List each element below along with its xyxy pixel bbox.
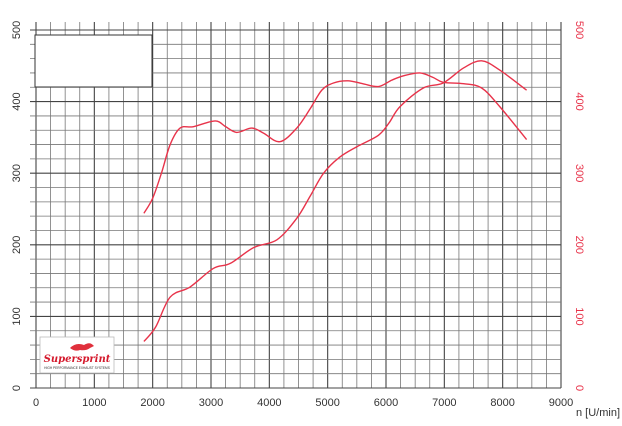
y-axis-ticks: 0 100 200 300 400 500 xyxy=(11,21,23,391)
x-axis-ticks: 0 1000 2000 3000 4000 5000 6000 7000 8000 9000 xyxy=(33,397,573,409)
y-tick-label: 500 xyxy=(11,21,23,39)
curves xyxy=(143,60,528,342)
x-tick-label: 3000 xyxy=(199,397,223,409)
x-tick-label: 5000 xyxy=(315,397,339,409)
series-line-1 xyxy=(143,72,528,214)
y2-tick-label: 400 xyxy=(573,92,585,110)
x-tick-label: 4000 xyxy=(257,397,281,409)
y2-tick-label: 0 xyxy=(573,385,585,391)
x-tick-label: 7000 xyxy=(432,397,456,409)
series-line-2 xyxy=(143,60,528,342)
svg-text:HIGH PERFORMANCE EXHAUST SYSTE: HIGH PERFORMANCE EXHAUST SYSTEMS xyxy=(44,366,110,370)
x-axis-label: n [U/min] xyxy=(576,407,620,419)
y-tick-label: 200 xyxy=(11,236,23,254)
y2-tick-label: 100 xyxy=(573,307,585,325)
y-tick-label: 300 xyxy=(11,164,23,182)
y2-tick-label: 300 xyxy=(573,164,585,182)
blank-legend-box xyxy=(34,34,153,88)
x-tick-label: 2000 xyxy=(140,397,164,409)
y2-axis-ticks: 0 100 200 300 400 500 xyxy=(573,21,585,391)
x-tick-label: 0 xyxy=(33,397,39,409)
x-tick-label: 1000 xyxy=(82,397,106,409)
y-tick-label: 400 xyxy=(11,92,23,110)
x-tick-label: 9000 xyxy=(549,397,573,409)
y2-tick-label: 200 xyxy=(573,236,585,254)
y-tick-label: 100 xyxy=(11,307,23,325)
x-tick-label: 6000 xyxy=(374,397,398,409)
y-tick-label: 0 xyxy=(11,385,23,391)
supersprint-logo: Supersprint HIGH PERFORMANCE EXHAUST SYS… xyxy=(39,336,115,374)
x-tick-label: 8000 xyxy=(490,397,514,409)
svg-text:Supersprint: Supersprint xyxy=(44,354,111,365)
y2-tick-label: 500 xyxy=(573,21,585,39)
